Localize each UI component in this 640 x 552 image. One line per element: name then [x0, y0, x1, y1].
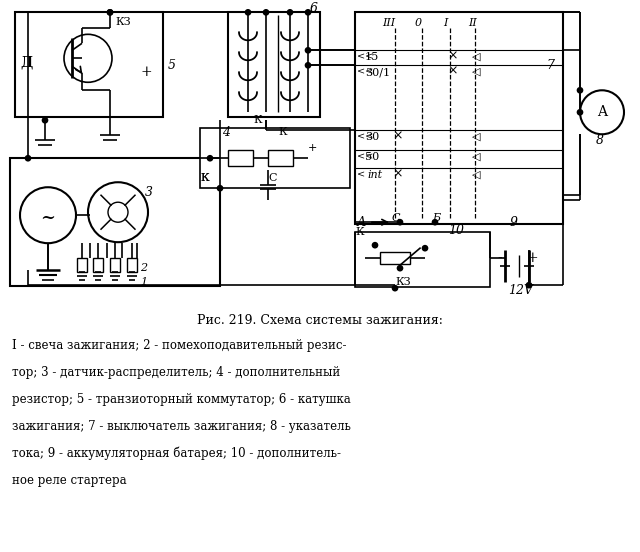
Text: 15: 15	[365, 52, 380, 62]
Circle shape	[527, 283, 531, 288]
Circle shape	[577, 88, 582, 93]
Text: 0: 0	[415, 18, 422, 28]
Text: ◁: ◁	[472, 66, 481, 76]
Text: III: III	[382, 18, 395, 28]
Bar	[77, 258, 87, 272]
Circle shape	[264, 10, 269, 15]
Text: зажигания; 7 - выключатель зажигания; 8 - указатель: зажигания; 7 - выключатель зажигания; 8 …	[12, 420, 351, 433]
Bar	[93, 258, 103, 272]
Text: Б: Б	[432, 213, 440, 223]
Text: +: +	[527, 251, 539, 265]
Circle shape	[577, 110, 582, 115]
Circle shape	[397, 266, 403, 270]
Text: ×: ×	[447, 65, 458, 78]
Text: <<: <<	[357, 53, 373, 62]
Text: тока; 9 - аккумуляторная батарея; 10 - дополнитель-: тока; 9 - аккумуляторная батарея; 10 - д…	[12, 447, 341, 460]
Text: <<: <<	[357, 132, 373, 142]
Circle shape	[433, 220, 438, 225]
Text: 5: 5	[168, 59, 176, 72]
Bar	[355, 12, 563, 224]
Text: <<: <<	[357, 68, 373, 77]
Text: С: С	[392, 213, 401, 223]
Circle shape	[397, 220, 403, 225]
Bar	[110, 258, 120, 272]
Text: 7: 7	[546, 59, 554, 72]
Text: 1: 1	[140, 277, 147, 287]
Text: +: +	[140, 65, 152, 79]
Text: 3: 3	[145, 185, 153, 199]
Circle shape	[42, 118, 47, 123]
Text: ◁: ◁	[472, 51, 481, 61]
Text: ◁: ◁	[472, 169, 481, 179]
Circle shape	[26, 156, 31, 161]
Text: 6: 6	[310, 2, 318, 15]
Text: 9: 9	[510, 216, 518, 229]
Text: -: -	[497, 251, 502, 265]
Circle shape	[108, 10, 113, 15]
Text: А: А	[357, 216, 367, 229]
Bar	[228, 150, 253, 166]
Text: Рис. 219. Схема системы зажигания:: Рис. 219. Схема системы зажигания:	[197, 314, 443, 327]
Text: тор; 3 - датчик-распределитель; 4 - дополнительный: тор; 3 - датчик-распределитель; 4 - допо…	[12, 365, 340, 379]
Text: ◁: ◁	[472, 151, 481, 161]
Bar	[355, 232, 490, 287]
Text: К: К	[253, 115, 262, 125]
Text: +: +	[308, 144, 317, 153]
Bar	[127, 258, 137, 272]
Circle shape	[108, 10, 113, 15]
Text: ×: ×	[392, 168, 403, 181]
Circle shape	[287, 10, 292, 15]
Bar	[228, 12, 320, 117]
Text: К: К	[355, 227, 364, 237]
Text: 30: 30	[365, 132, 380, 142]
Circle shape	[392, 286, 397, 291]
Circle shape	[305, 48, 310, 53]
Text: I - свеча зажигания; 2 - помехоподавительный резис-: I - свеча зажигания; 2 - помехоподавител…	[12, 338, 346, 352]
Circle shape	[246, 10, 250, 15]
Bar	[268, 150, 293, 166]
Text: К: К	[200, 173, 209, 183]
Text: С: С	[268, 173, 276, 183]
Circle shape	[372, 243, 378, 248]
Text: ×: ×	[392, 130, 403, 143]
Text: 30/1: 30/1	[365, 67, 390, 77]
Circle shape	[422, 246, 428, 251]
Text: К: К	[200, 173, 209, 183]
Bar	[10, 158, 220, 286]
Text: 2: 2	[140, 263, 147, 273]
Text: A: A	[597, 105, 607, 119]
Circle shape	[218, 185, 223, 191]
Bar	[200, 128, 350, 188]
Text: КЗ: КЗ	[395, 277, 411, 287]
Text: ×: ×	[447, 50, 458, 63]
Text: II: II	[468, 18, 477, 28]
Text: 50: 50	[365, 152, 380, 162]
Circle shape	[305, 10, 310, 15]
Circle shape	[305, 63, 310, 68]
Text: <: <	[357, 171, 365, 180]
Circle shape	[207, 156, 212, 161]
Text: резистор; 5 - транзиоторный коммутатор; 6 - катушка: резистор; 5 - транзиоторный коммутатор; …	[12, 392, 351, 406]
Text: КЗ: КЗ	[115, 17, 131, 28]
Text: К: К	[278, 128, 287, 137]
Text: ◁: ◁	[472, 131, 481, 141]
Bar	[15, 12, 163, 117]
Text: 8: 8	[596, 134, 604, 147]
Text: 12V: 12V	[508, 284, 533, 296]
Text: <<: <<	[357, 153, 373, 162]
Text: int: int	[367, 170, 382, 181]
Text: I: I	[443, 18, 447, 28]
Text: ~: ~	[40, 209, 55, 227]
Text: ное реле стартера: ное реле стартера	[12, 474, 127, 486]
Text: 10: 10	[448, 224, 464, 237]
Text: 4: 4	[222, 126, 230, 139]
Bar	[380, 252, 410, 264]
Text: Д: Д	[20, 55, 32, 70]
